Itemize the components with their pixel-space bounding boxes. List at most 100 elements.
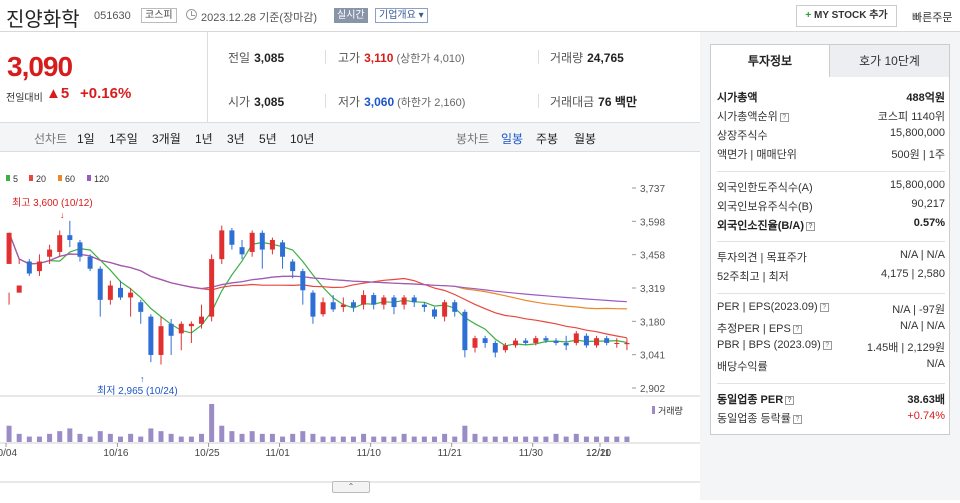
- chart-period-bar: 선차트 1일 1주일 3개월 1년 3년 5년 10년 봉차트 일봉 주봉 월봉: [0, 122, 700, 152]
- info-row-label: 배당수익률: [717, 361, 768, 373]
- period-10y[interactable]: 10년: [290, 132, 315, 146]
- help-icon[interactable]: ?: [819, 303, 829, 312]
- help-icon[interactable]: ?: [785, 396, 795, 405]
- x-tick-label: 11/10: [357, 448, 382, 459]
- volume-legend-swatch: [652, 406, 655, 414]
- info-row-value: 90,217: [911, 198, 945, 210]
- candle-body: [26, 261, 32, 274]
- candle-body: [371, 295, 377, 305]
- x-tick-label: 11/30: [519, 448, 544, 459]
- candlestick-chart-svg: 5 20 60 120 3,737 3,598 3,458 3,319 3,180 3,041 2,…: [0, 152, 700, 500]
- help-icon[interactable]: ?: [806, 222, 815, 231]
- candle-body: [97, 268, 103, 300]
- candle-body: [391, 297, 397, 308]
- candle-body: [523, 340, 529, 343]
- divider: [538, 50, 539, 64]
- period-5y[interactable]: 5년: [259, 132, 277, 146]
- candle-body: [452, 302, 458, 312]
- help-icon[interactable]: ?: [792, 415, 802, 424]
- candle-body: [502, 345, 508, 351]
- volume-bar: [300, 431, 306, 442]
- info-row-value: 0.57%: [913, 217, 945, 229]
- candle-body: [624, 342, 630, 345]
- candle-body: [67, 235, 73, 240]
- help-icon[interactable]: ?: [779, 113, 789, 122]
- period-1w[interactable]: 1주일: [109, 132, 138, 146]
- info-row-value: N/A: [926, 358, 945, 370]
- candle-body: [47, 249, 53, 257]
- candle-body: [361, 295, 367, 305]
- candle-body: [290, 261, 296, 272]
- info-row-value: 4,175 | 2,580: [880, 268, 945, 280]
- clock-icon: [186, 9, 197, 20]
- add-my-stock-label: MY STOCK 추가: [814, 10, 888, 21]
- volume-bar: [492, 436, 498, 442]
- info-row-value: 15,800,000: [889, 179, 945, 191]
- volume-bar: [462, 425, 468, 442]
- price-change: ▲5: [46, 85, 69, 102]
- volume-bar: [421, 436, 427, 442]
- side-tabs: 투자정보 호가 10단계: [710, 44, 950, 78]
- legend-swatch: [6, 175, 10, 181]
- stat-sub: (하한가 2,160): [397, 97, 466, 109]
- chart-background: [0, 152, 700, 500]
- tab-order-book[interactable]: 호가 10단계: [829, 44, 950, 78]
- info-row: 추정PER | EPS? N/A | N/A: [717, 320, 945, 338]
- quick-order-link[interactable]: 빠른주문: [912, 12, 953, 24]
- stat-label: 거래량: [550, 51, 584, 65]
- tab-investment-info[interactable]: 투자정보: [710, 44, 830, 78]
- info-row-value: 코스피 1140위: [877, 111, 945, 123]
- stat-label: 고가: [338, 51, 361, 65]
- stat-label: 시가: [228, 95, 251, 109]
- volume-bar: [624, 436, 630, 442]
- candle-body: [431, 309, 437, 317]
- candle-weekly[interactable]: 주봉: [536, 132, 559, 146]
- stock-code: 051630: [94, 10, 131, 22]
- info-row-value: N/A | N/A: [899, 320, 945, 332]
- period-1d[interactable]: 1일: [77, 132, 95, 146]
- info-row: 외국인소진율(B/A)? 0.57%: [717, 217, 945, 235]
- realtime-button[interactable]: 실시간: [334, 8, 368, 23]
- period-3y[interactable]: 3년: [227, 132, 245, 146]
- volume-bar: [350, 436, 356, 442]
- add-my-stock-button[interactable]: + MY STOCK 추가: [796, 5, 897, 27]
- volume-bar: [219, 425, 225, 442]
- volume-bar: [97, 431, 103, 442]
- candle-body: [138, 302, 144, 312]
- y-tick-label: 3,041: [640, 351, 665, 362]
- info-row-value: 488억원: [906, 92, 945, 104]
- volume-bar: [239, 433, 245, 442]
- candle-monthly[interactable]: 월봉: [574, 132, 597, 146]
- chart-resize-handle[interactable]: ⌃: [332, 481, 370, 493]
- info-row: 시가총액 488억원: [717, 89, 945, 107]
- volume-bar: [482, 436, 488, 442]
- volume-bar: [209, 404, 215, 442]
- help-icon[interactable]: ?: [822, 341, 832, 350]
- info-row-label: 동일업종 PER?: [717, 391, 795, 407]
- company-info-dropdown[interactable]: 기업개요 ▾: [375, 8, 428, 23]
- period-1y[interactable]: 1년: [195, 132, 213, 146]
- x-tick-label: 10/04: [0, 448, 17, 459]
- price-chart[interactable]: 5 20 60 120 3,737 3,598 3,458 3,319 3,180 3,041 2,…: [0, 152, 700, 500]
- period-3m[interactable]: 3개월: [152, 132, 181, 146]
- divider: [717, 293, 945, 294]
- stat-value: 24,765: [587, 51, 624, 65]
- volume-bar: [381, 436, 387, 442]
- info-row-value: 500원 | 1주: [891, 149, 945, 161]
- low-annotation: 최저 2,965 (10/24): [97, 385, 178, 397]
- candle-body: [421, 304, 427, 308]
- candle-daily[interactable]: 일봉: [501, 132, 524, 146]
- legend-swatch: [87, 175, 91, 181]
- help-icon[interactable]: ?: [792, 325, 802, 334]
- volume-bar: [168, 433, 174, 442]
- candle-body: [259, 232, 265, 250]
- candle-body: [533, 338, 539, 343]
- info-row-label: 상장주식수: [717, 130, 768, 142]
- volume-bar: [533, 436, 539, 442]
- y-tick-label: 3,737: [640, 184, 665, 195]
- volume-legend-label: 거래량: [658, 405, 683, 416]
- info-row: 외국인한도주식수(A) 15,800,000: [717, 179, 945, 197]
- info-row: PER | EPS(2023.09)? N/A | -97원: [717, 301, 945, 319]
- info-row-value: 38.63배: [907, 394, 945, 406]
- candle-body: [219, 230, 225, 260]
